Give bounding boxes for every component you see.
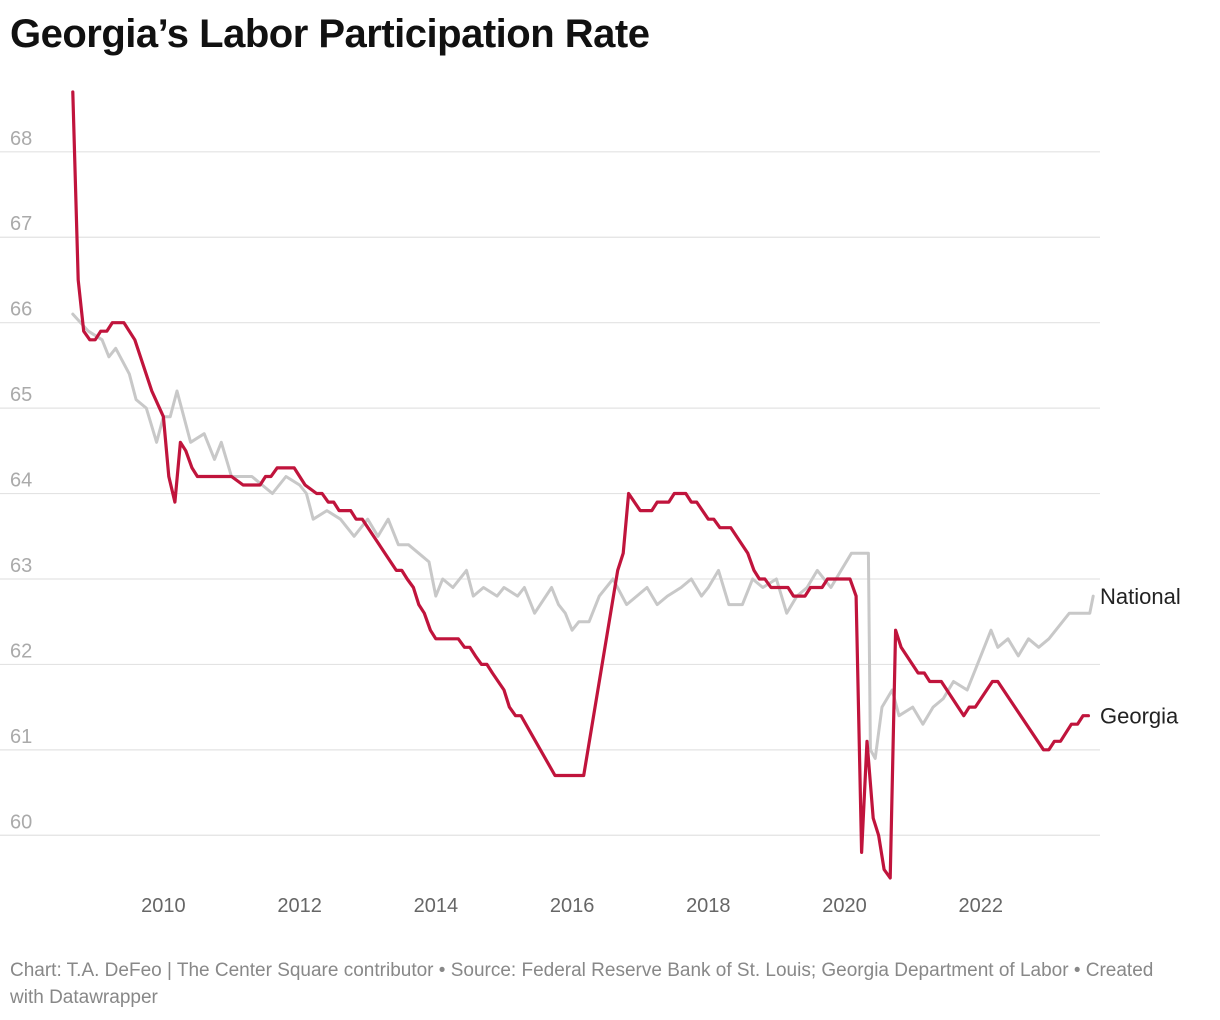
series-line-georgia xyxy=(71,90,1090,880)
chart-title: Georgia’s Labor Participation Rate xyxy=(10,12,650,56)
x-tick-label-2016: 2016 xyxy=(550,895,595,917)
series-label-georgia: Georgia xyxy=(1100,704,1179,729)
y-tick-label-60: 60 xyxy=(10,811,32,833)
y-axis-ticks: 60 61 62 63 64 65 66 67 68 xyxy=(10,128,32,833)
x-axis-ticks: 2010 2012 2014 2016 2018 2020 2022 xyxy=(141,895,1003,917)
x-tick-label-2020: 2020 xyxy=(822,895,867,917)
y-tick-label-68: 68 xyxy=(10,128,32,150)
series-label-national: National xyxy=(1100,584,1181,609)
series-labels: National Georgia xyxy=(1100,584,1181,729)
series-lines xyxy=(71,90,1095,880)
chart-footer: Chart: T.A. DeFeo | The Center Square co… xyxy=(10,960,1154,1008)
y-tick-label-61: 61 xyxy=(10,726,32,748)
y-tick-label-66: 66 xyxy=(10,299,32,321)
y-tick-label-65: 65 xyxy=(10,384,32,406)
gridlines xyxy=(0,151,1100,836)
y-tick-label-64: 64 xyxy=(10,470,32,492)
y-tick-label-62: 62 xyxy=(10,640,32,662)
x-tick-label-2010: 2010 xyxy=(141,895,186,917)
x-tick-label-2012: 2012 xyxy=(277,895,322,917)
series-line-national xyxy=(71,312,1095,760)
x-tick-label-2014: 2014 xyxy=(414,895,459,917)
y-tick-label-63: 63 xyxy=(10,555,32,577)
x-tick-label-2022: 2022 xyxy=(959,895,1004,917)
x-tick-label-2018: 2018 xyxy=(686,895,731,917)
y-tick-label-67: 67 xyxy=(10,213,32,235)
